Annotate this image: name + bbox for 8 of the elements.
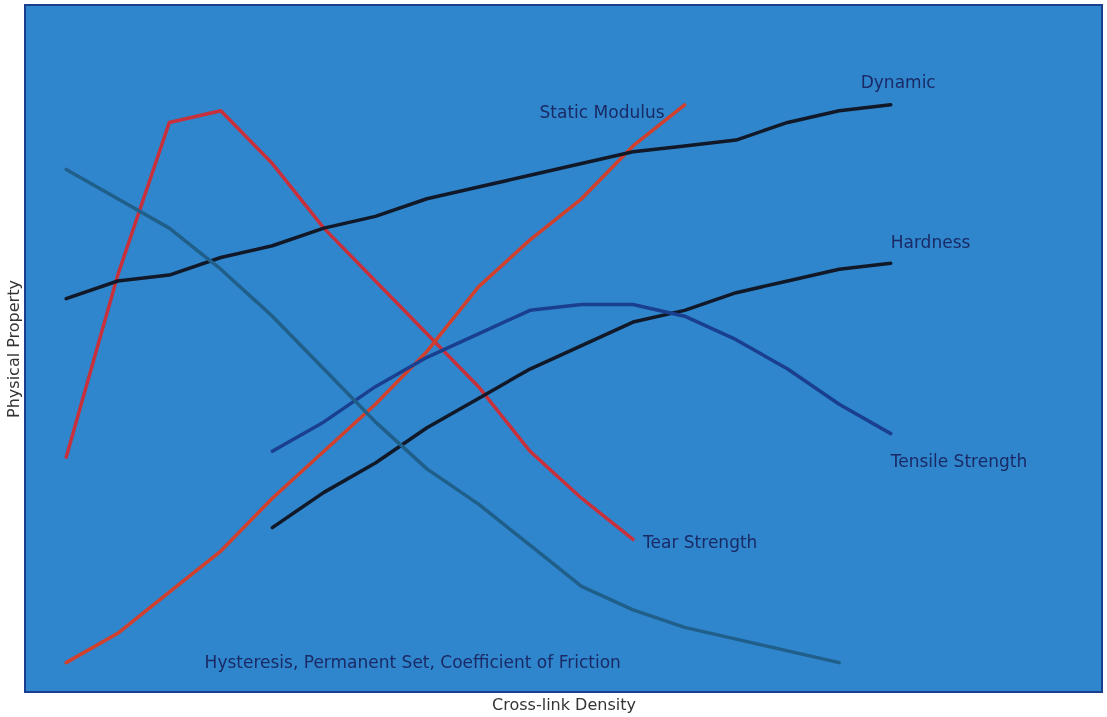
series-label: Tear Strength	[642, 532, 758, 553]
text: Hysteresis, Permanent Set, Coefficient of Friction	[204, 651, 621, 672]
series-label: Static Modulus	[539, 101, 665, 122]
series-label: Hardness	[890, 232, 971, 253]
x-axis-title: Cross-link Density	[492, 694, 636, 714]
series-label: Tensile Strength	[889, 450, 1028, 471]
series-label: Dynamic	[860, 71, 936, 92]
y-axis-title: Physical Property	[3, 280, 23, 418]
